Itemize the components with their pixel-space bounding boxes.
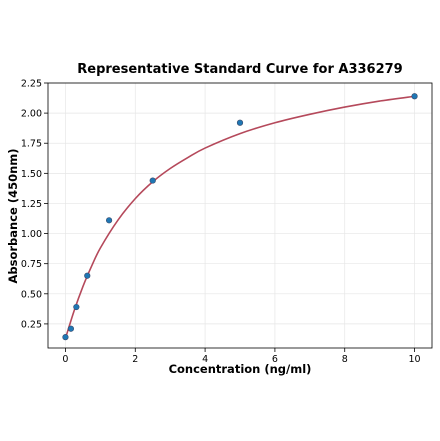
x-axis-ticks: 0 2 4 6 8 10 xyxy=(62,348,421,365)
y-tick-label: 2.00 xyxy=(21,109,42,120)
x-tick-label: 4 xyxy=(202,354,208,365)
data-point xyxy=(149,177,156,184)
y-tick-label: 1.25 xyxy=(21,199,42,210)
x-tick-label: 2 xyxy=(132,354,138,365)
data-point xyxy=(411,93,418,100)
data-point xyxy=(73,303,80,311)
fit-curve-layer xyxy=(64,95,415,339)
data-point xyxy=(105,217,113,224)
data-point xyxy=(236,119,244,126)
y-tick-label: 1.75 xyxy=(21,139,42,150)
fit-curve-line xyxy=(64,95,415,339)
y-tick-label: 0.25 xyxy=(21,319,42,330)
data-point xyxy=(62,334,69,341)
x-axis-label: Concentration (ng/ml) xyxy=(169,362,312,376)
y-axis-label: Absorbance (450nm) xyxy=(6,148,20,283)
y-axis-ticks: 0.25 0.50 0.75 1.00 1.25 1.50 1.75 2.00 2.25 xyxy=(21,79,48,330)
data-point xyxy=(67,325,75,332)
data-points-layer xyxy=(62,93,418,341)
x-tick-label: 8 xyxy=(342,354,348,365)
x-tick-label: 6 xyxy=(272,354,278,365)
data-point xyxy=(84,272,91,279)
x-tick-label: 10 xyxy=(408,354,420,365)
y-tick-label: 0.50 xyxy=(21,289,42,300)
grid-lines xyxy=(48,82,432,348)
plot-frame xyxy=(47,82,433,349)
y-tick-label: 2.25 xyxy=(21,79,42,90)
y-tick-label: 0.75 xyxy=(21,259,42,270)
y-tick-label: 1.00 xyxy=(21,229,42,240)
x-tick-label: 0 xyxy=(62,354,68,365)
chart-title: Representative Standard Curve for A33627… xyxy=(77,62,402,77)
y-tick-label: 1.50 xyxy=(21,169,42,180)
